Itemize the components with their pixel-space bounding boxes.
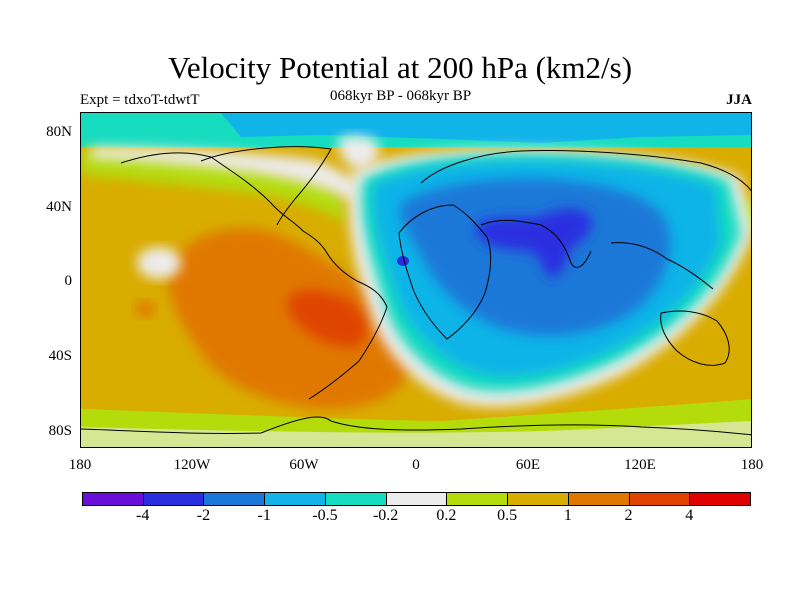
field-north-gray [91,147,361,201]
legend-label: 1 [563,507,572,524]
legend-label: 2 [624,507,633,524]
field-pacific-light [137,247,181,279]
legend-label: -0.2 [372,507,399,524]
field-greenland [338,135,380,170]
legend-swatch [264,492,326,506]
lon-label-60e: 60E [515,457,541,473]
legend-swatch [446,492,509,506]
field-neg-1 [399,178,671,336]
legend-label: 0.2 [436,507,457,524]
field-neg-2 [476,209,592,278]
legend-label: -0.5 [312,507,338,524]
lon-label-180e: 180 [740,457,764,473]
legend-swatch [142,492,205,506]
legend-label: 4 [685,507,694,524]
legend-swatch [324,492,387,506]
legend-swatch [628,492,691,506]
season-label: JJA [726,92,752,108]
lon-label-0: 0 [412,457,420,473]
legend-swatch [203,492,266,506]
field-arctic-cyan [221,113,751,143]
chart-title: Velocity Potential at 200 hPa (km2/s) [167,50,633,85]
field-pos-2 [168,228,412,409]
lon-label-120e: 120E [624,457,656,473]
legend-swatch [567,492,630,506]
legend-swatch [82,492,144,506]
field-pacific-orange [135,301,155,317]
legend-label: -1 [257,507,271,524]
field-pos-4 [287,290,368,348]
lon-label-180w: 180 [68,457,92,473]
lat-label-40s: 40S [48,348,72,364]
color-legend [82,492,751,506]
legend-swatch [689,492,751,506]
legend-label: -4 [136,507,150,524]
legend-swatch [385,492,448,506]
experiment-label: Expt = tdxoT-tdwtT [80,92,200,108]
field-south-gray [81,421,751,447]
legend-label: 0.5 [497,507,518,524]
lon-label-60w: 60W [289,457,319,473]
coastlines [120,146,751,400]
map-plot [80,112,752,448]
legend-swatch [507,492,569,506]
lat-label-80s: 80S [48,423,72,439]
lon-label-120w: 120W [173,457,211,473]
legend-label: -2 [196,507,211,524]
lat-label-40n: 40N [46,199,72,215]
lat-label-0: 0 [64,273,73,289]
lat-label-80n: 80N [46,124,72,140]
field-north-light [81,149,346,223]
field-neg-africa [397,256,409,266]
chart-subtitle: 068kyr BP - 068kyr BP [330,88,472,104]
antarctica-coast [81,416,751,436]
